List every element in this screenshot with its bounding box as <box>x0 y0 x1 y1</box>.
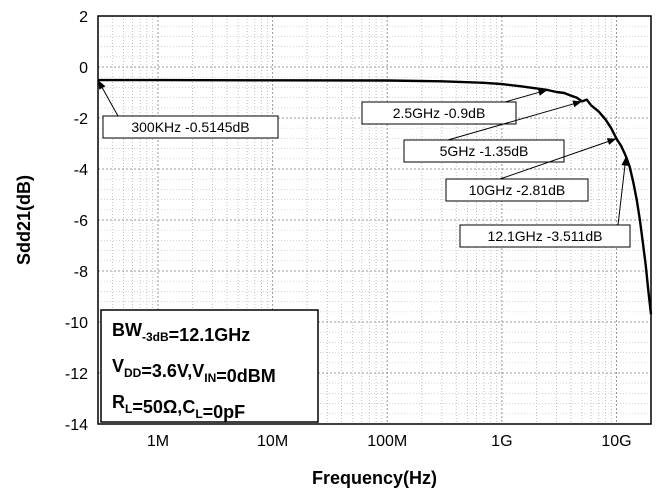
annotation-box <box>403 139 565 163</box>
x-tick-label: 1M <box>147 433 169 450</box>
info-box-line: VDD=3.6V,VIN=0dBM <box>112 356 276 386</box>
y-tick-label: -6 <box>74 213 88 230</box>
annotation-box <box>361 101 517 125</box>
annotation-arrowhead <box>621 156 629 166</box>
annotation-arrowhead <box>537 89 548 96</box>
x-axis-title: Frequency(Hz) <box>312 468 437 488</box>
y-tick-label: -14 <box>65 417 88 434</box>
series-layer <box>98 78 653 315</box>
y-axis-ticks: 2 0 -2 -4 -6 -8 -10 -12 -14 <box>65 9 88 434</box>
info-box-line: RL=50Ω,CL=0pF <box>112 392 245 422</box>
x-tick-label: 10G <box>601 433 631 450</box>
annotations: 300KHz -0.5145dB 2.5GHz -0.9dB 5GHz -1.35d… <box>97 79 631 248</box>
info-box-line: BW-3dB=12.1GHz <box>112 320 250 345</box>
annotation-box <box>102 115 279 139</box>
annotation-label: 5GHz -1.35dB <box>440 143 529 159</box>
info-box: BW-3dB=12.1GHz VDD=3.6V,VIN=0dBM RL=50Ω,CL… <box>100 309 319 423</box>
annotation-label: 2.5GHz -0.9dB <box>393 105 486 121</box>
annotation-label: 10GHz -2.81dB <box>469 182 566 198</box>
y-tick-label: 2 <box>79 9 88 26</box>
annotation-box <box>459 224 631 248</box>
y-tick-label: -8 <box>74 264 88 281</box>
plot-frame <box>97 15 652 425</box>
y-tick-label: -12 <box>65 366 88 383</box>
y-axis-title: Sdd21(dB) <box>14 175 34 265</box>
annotation-label: 300KHz -0.5145dB <box>131 119 249 135</box>
y-tick-label: -10 <box>65 315 88 332</box>
x-tick-label: 1G <box>491 433 512 450</box>
annotation-arrowhead <box>98 80 106 90</box>
y-tick-label: -2 <box>74 111 88 128</box>
annotation-box <box>445 178 589 202</box>
annotation-leader <box>447 100 583 141</box>
annotation-arrowhead <box>572 100 582 108</box>
y-tick-label: 0 <box>79 60 88 77</box>
annotation-arrowhead <box>606 138 617 145</box>
annotation-leader <box>617 156 627 226</box>
x-tick-label: 100M <box>367 433 407 450</box>
x-axis-ticks: 1M 10M 100M 1G 10G <box>147 433 632 450</box>
x-tick-label: 10M <box>257 433 288 450</box>
annotation-leader <box>499 138 617 180</box>
info-box-frame <box>100 309 319 423</box>
sdd21-curve <box>98 78 653 315</box>
y-tick-label: -4 <box>74 162 88 179</box>
annotation-label: 12.1GHz -3.511dB <box>488 228 603 244</box>
